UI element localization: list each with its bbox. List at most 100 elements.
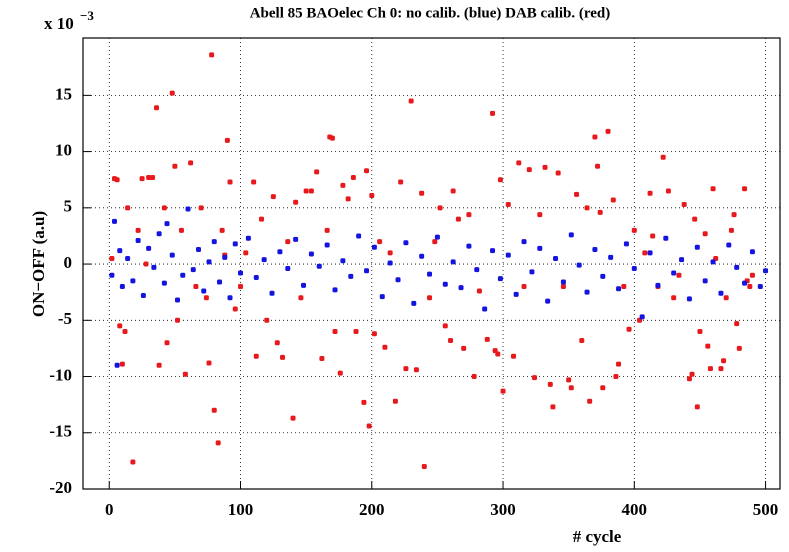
scatter-point [642,250,648,256]
scatter-point [568,232,574,238]
x-tick-label: 400 [622,500,648,519]
y-tick-label: 0 [64,253,73,272]
scatter-point [694,404,700,410]
scatter-point [377,239,383,245]
scatter-point [371,331,377,337]
scatter-point [130,459,136,465]
scatter-point [626,326,632,332]
scatter-point [303,188,309,194]
scatter-point [143,261,149,267]
scatter-point [576,262,582,268]
scatter-point [122,329,128,335]
scatter-point [442,281,448,287]
scatter-point [413,367,419,373]
scatter-point [146,245,152,251]
scatter-point [671,295,677,301]
scatter-point [736,345,742,351]
scatter-point [139,176,145,182]
scatter-point [592,246,598,252]
scatter-point [448,338,454,344]
scatter-point [224,137,230,143]
scatter-point [219,227,225,233]
scatter-point [466,243,472,249]
scatter-point [497,276,503,282]
scatter-point [547,381,553,387]
scatter-point [337,370,343,376]
scatter-point [550,404,556,410]
scatter-point [298,295,304,301]
scatter-point [663,235,669,241]
scatter-point [532,375,538,381]
scatter-point [631,266,637,272]
x-tick-label: 500 [753,500,779,519]
scatter-point [542,164,548,170]
scatter-point [180,272,186,278]
scatter-point [749,249,755,255]
scatter-point [616,361,622,367]
scatter-point [513,291,519,297]
scatter-point [348,273,354,279]
scatter-point [471,374,477,380]
x-tick-label: 300 [490,500,516,519]
scatter-point [408,98,414,104]
scatter-point [112,218,118,224]
scatter-point [584,289,590,295]
scatter-point [253,353,259,359]
scatter-point [253,275,259,281]
scatter-point [553,255,559,261]
scatter-point [403,240,409,246]
scatter-point [140,293,146,299]
scatter-point [721,358,727,364]
scatter-point [718,366,724,372]
scatter-point [146,174,152,180]
scatter-point [608,254,614,260]
scatter-point [382,344,388,350]
scatter-point [227,179,233,185]
scatter-point [647,190,653,196]
scatter-point [505,201,511,207]
scatter-point [566,377,572,383]
scatter-point [369,192,375,198]
scatter-point [455,216,461,222]
y-tick-label: 10 [55,140,72,159]
scatter-point [185,206,191,212]
scatter-point [579,338,585,344]
scatter-point [686,376,692,382]
scatter-point [427,271,433,277]
scatter-point [193,284,199,290]
y-tick-label: 5 [64,197,73,216]
scatter-point [545,298,551,304]
scatter-point [150,174,156,180]
scatter-point [655,282,661,288]
scatter-point [427,295,433,301]
scatter-point [259,216,265,222]
scatter-point [710,186,716,192]
scatter-point [209,52,215,58]
scatter-point [474,267,480,273]
scatter-point [718,290,724,296]
scatter-point [490,110,496,116]
scatter-point [251,179,257,185]
scatter-point [587,398,593,404]
scatter-point [592,134,598,140]
scatter-point [623,241,629,247]
scatter-point [387,250,393,256]
scatter-point [497,177,503,183]
y-tick-label: -5 [58,309,72,328]
scatter-point [500,388,506,394]
scatter-point [763,268,769,274]
scatter-point [482,306,488,312]
scatter-point [280,354,286,360]
exponent-power: −3 [80,8,94,23]
scatter-point [660,154,666,160]
scatter-point [584,205,590,211]
scatter-point [511,353,517,359]
x-tick-label: 200 [359,500,385,519]
scatter-point [560,284,566,290]
scatter-point [476,288,482,294]
scatter-point [621,284,627,290]
scatter-point [742,186,748,192]
scatter-point [395,277,401,283]
scatter-point [697,329,703,335]
scatter-point [117,248,123,254]
